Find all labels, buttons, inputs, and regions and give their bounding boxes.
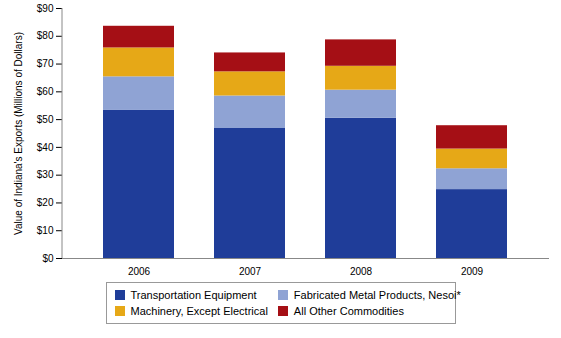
svg-text:$20: $20 bbox=[37, 197, 54, 208]
svg-text:$60: $60 bbox=[37, 86, 54, 97]
svg-text:$70: $70 bbox=[37, 58, 54, 69]
svg-text:2008: 2008 bbox=[350, 266, 373, 277]
html-text:All Other Commodities: All Other Commodities bbox=[293, 305, 404, 317]
svg-text:$10: $10 bbox=[37, 225, 54, 236]
svg-text:2007: 2007 bbox=[239, 266, 262, 277]
svg-text:2009: 2009 bbox=[461, 266, 484, 277]
svg-text:$30: $30 bbox=[37, 169, 54, 180]
svg-text:$50: $50 bbox=[37, 114, 54, 125]
html-text:Machinery, Except Electrical: Machinery, Except Electrical bbox=[130, 305, 268, 317]
html-text:Fabricated Metal Products, Nes: Fabricated Metal Products, Nesoi* bbox=[293, 289, 461, 301]
html-text:Transportation Equipment: Transportation Equipment bbox=[130, 289, 257, 301]
svg-text:$0: $0 bbox=[42, 253, 54, 264]
svg-text:$90: $90 bbox=[37, 3, 54, 14]
svg-text:Value of Indiana's Exports (Mi: Value of Indiana's Exports (Millions of … bbox=[13, 32, 24, 235]
svg-text:2006: 2006 bbox=[128, 266, 151, 277]
svg-text:$80: $80 bbox=[37, 30, 54, 41]
svg-text:$40: $40 bbox=[37, 142, 54, 153]
